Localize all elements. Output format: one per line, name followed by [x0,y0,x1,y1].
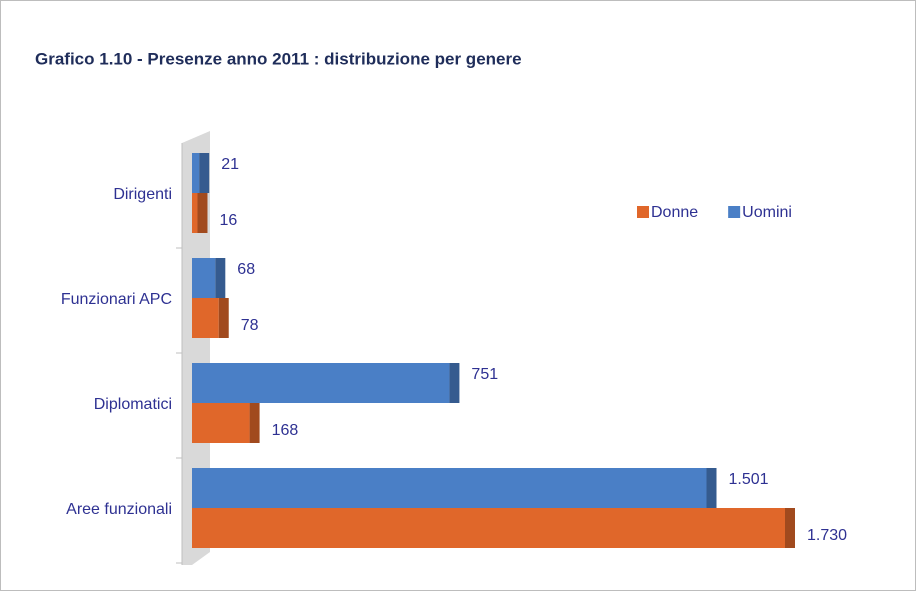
bar-side [449,363,460,403]
value-label: 751 [471,366,498,383]
bar [192,193,198,233]
value-label: 1.730 [807,527,847,544]
bar-side [199,153,210,193]
legend-label: Uomini [742,204,792,221]
bar-side [218,298,229,338]
bar-side [249,403,260,443]
bar [192,363,450,403]
bar [192,468,707,508]
legend-swatch [637,206,649,218]
bar-side [215,258,226,298]
value-label: 16 [219,212,237,229]
bar-side [785,508,795,548]
value-label: 68 [237,261,255,278]
y-tick-label: Dirigenti [113,186,172,203]
legend-label: Donne [651,204,698,221]
value-label: 1.501 [729,471,769,488]
bar-side [197,193,208,233]
bar [192,153,200,193]
bar [192,298,219,338]
chart-title: Grafico 1.10 - Presenze anno 2011 : dist… [35,49,522,68]
y-tick-label: Diplomatici [94,396,172,413]
bar [192,403,250,443]
legend-swatch [728,206,741,218]
y-tick-label: Funzionari APC [61,291,172,308]
y-tick-label: Aree funzionali [66,501,172,518]
bar [192,258,216,298]
value-label: 168 [272,422,299,439]
value-label: 21 [221,156,239,173]
bar-side [706,468,717,508]
bar [192,508,785,548]
value-label: 78 [241,317,259,334]
axis-wall [182,131,210,565]
